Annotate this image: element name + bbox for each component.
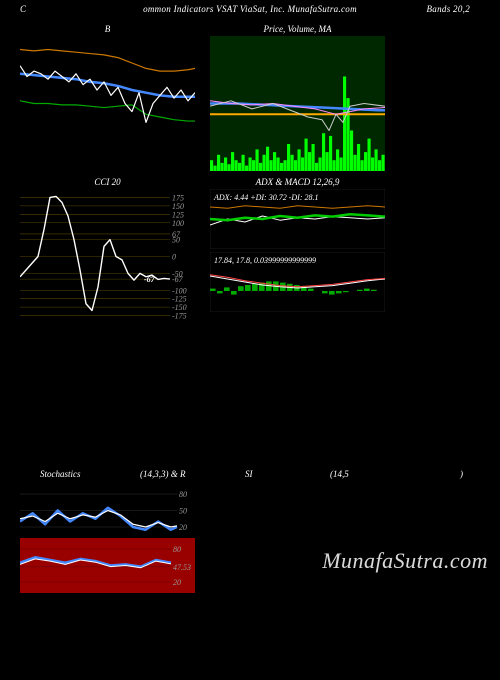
watermark: MunafaSutra.com [322, 548, 488, 574]
bollinger-chart [20, 36, 195, 171]
stoch-label: Stochastics [40, 469, 81, 479]
svg-text:20: 20 [173, 578, 181, 587]
stochastics-panel: 80 50 20 80 47.53 20 [20, 483, 195, 593]
bollinger-panel: B [20, 24, 195, 171]
cci-panel: CCI 20 17515012510067500-50-67-100-125-1… [20, 177, 195, 324]
adx-macd-title: ADX & MACD 12,26,9 [210, 177, 385, 189]
stoch-params: (14,3,3) & R [140, 469, 186, 479]
header-c: C [20, 4, 26, 14]
svg-text:0: 0 [172, 253, 176, 262]
svg-text:80: 80 [173, 545, 181, 554]
svg-text:ADX: 4.44 +DI: 30.72 -DI: 28: ADX: 4.44 +DI: 30.72 -DI: 28.1 [213, 193, 319, 202]
cci-chart: 17515012510067500-50-67-100-125-150-175-… [20, 189, 195, 324]
header-title: ommon Indicators VSAT ViaSat, Inc. Munaf… [143, 4, 357, 14]
svg-text:100: 100 [172, 219, 184, 228]
rsi-paren: ) [460, 469, 463, 479]
svg-text:17.84, 17.8, 0.0399999999999: 17.84, 17.8, 0.03999999999999 [214, 256, 316, 265]
stoch-k-chart: 80 50 20 [20, 483, 195, 538]
svg-text:50: 50 [179, 507, 187, 516]
svg-text:80: 80 [179, 490, 187, 499]
cci-title: CCI 20 [20, 177, 195, 189]
svg-text:-67: -67 [172, 275, 184, 284]
rsi-label: SI [245, 469, 253, 479]
page-header: C ommon Indicators VSAT ViaSat, Inc. Mun… [0, 0, 500, 24]
header-bands: Bands 20,2 [427, 4, 471, 14]
bollinger-title: B [20, 24, 195, 36]
adx-chart: ADX: 4.44 +DI: 30.72 -DI: 28.1 [210, 189, 385, 249]
macd-chart: 17.84, 17.8, 0.03999999999999 [210, 252, 385, 312]
svg-text:-67: -67 [144, 275, 156, 284]
svg-text:50: 50 [172, 236, 180, 245]
stochastics-header: Stochastics (14,3,3) & R SI (14,5 ) [0, 469, 500, 483]
adx-macd-panel: ADX & MACD 12,26,9 ADX: 4.44 +DI: 30.72 … [210, 177, 385, 324]
svg-text:47.53: 47.53 [173, 563, 191, 572]
svg-text:20: 20 [179, 523, 187, 532]
svg-text:-175: -175 [172, 312, 187, 321]
price-ma-title: Price, Volume, MA [210, 24, 385, 36]
rsi-params: (14,5 [330, 469, 349, 479]
price-ma-title-text: Price, Volume, MA [264, 24, 332, 34]
rsi-chart: 80 47.53 20 [20, 538, 195, 593]
price-ma-chart [210, 36, 385, 171]
price-ma-panel: Price, Volume, MA [210, 24, 385, 171]
